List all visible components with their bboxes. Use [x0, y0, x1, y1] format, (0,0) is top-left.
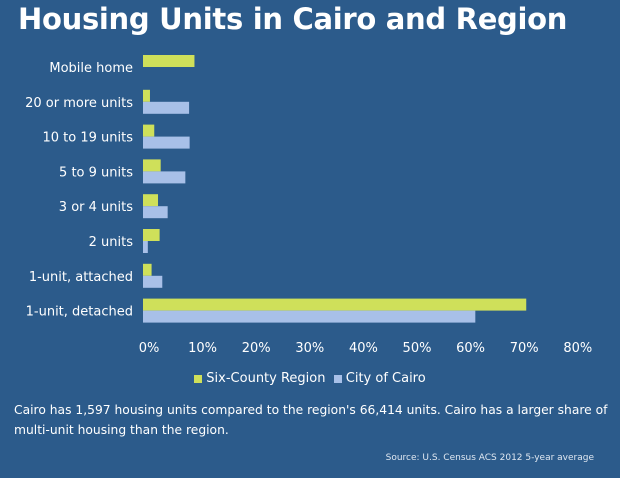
- bar-cairo: [143, 310, 476, 323]
- bar-region: [143, 89, 150, 102]
- legend-swatch-cairo: [333, 374, 342, 383]
- category-label: 20 or more units: [25, 96, 133, 111]
- bar-cairo: [143, 241, 148, 253]
- bar-cairo: [143, 171, 186, 184]
- category-label: 1-unit, detached: [26, 305, 133, 320]
- bar-chart: Mobile home 20 or more units 10 to 19 unit…: [25, 55, 592, 356]
- category-label: 3 or 4 units: [59, 200, 133, 215]
- x-tick-label: 70%: [510, 341, 539, 356]
- bar-region: [143, 55, 195, 67]
- category-label: 10 to 19 units: [43, 131, 134, 146]
- bar-region: [143, 229, 160, 241]
- legend-label-region: Six-County Region: [206, 371, 326, 386]
- x-tick-label: 40%: [349, 341, 378, 356]
- x-tick-label: 30%: [295, 341, 324, 356]
- source-note: Source: U.S. Census ACS 2012 5-year aver…: [385, 453, 594, 463]
- bar-cairo: [143, 275, 163, 288]
- category-label: 1-unit, attached: [29, 270, 133, 285]
- bar-region: [143, 159, 161, 172]
- bar-cairo: [143, 206, 168, 219]
- legend: Six-County Region City of Cairo: [0, 371, 620, 386]
- bar-region: [143, 124, 155, 137]
- bar-cairo: [143, 136, 190, 149]
- category-label: 2 units: [89, 235, 134, 250]
- x-tick-label: 50%: [403, 341, 432, 356]
- legend-swatch-region: [194, 374, 203, 383]
- x-tick-label: 0%: [139, 341, 160, 356]
- bar-region: [143, 263, 152, 276]
- category-label: Mobile home: [49, 61, 133, 76]
- caption: Cairo has 1,597 housing units compared t…: [14, 403, 608, 437]
- bar-cairo: [143, 101, 190, 114]
- bar-region: [143, 194, 159, 207]
- x-tick-label: 10%: [188, 341, 217, 356]
- chart-title: Housing Units in Cairo and Region: [18, 2, 568, 36]
- x-tick-label: 60%: [456, 341, 485, 356]
- legend-label-cairo: City of Cairo: [345, 371, 426, 386]
- bar-region: [143, 298, 527, 311]
- x-tick-label: 80%: [563, 341, 592, 356]
- x-tick-label: 20%: [242, 341, 271, 356]
- category-label: 5 to 9 units: [59, 165, 133, 180]
